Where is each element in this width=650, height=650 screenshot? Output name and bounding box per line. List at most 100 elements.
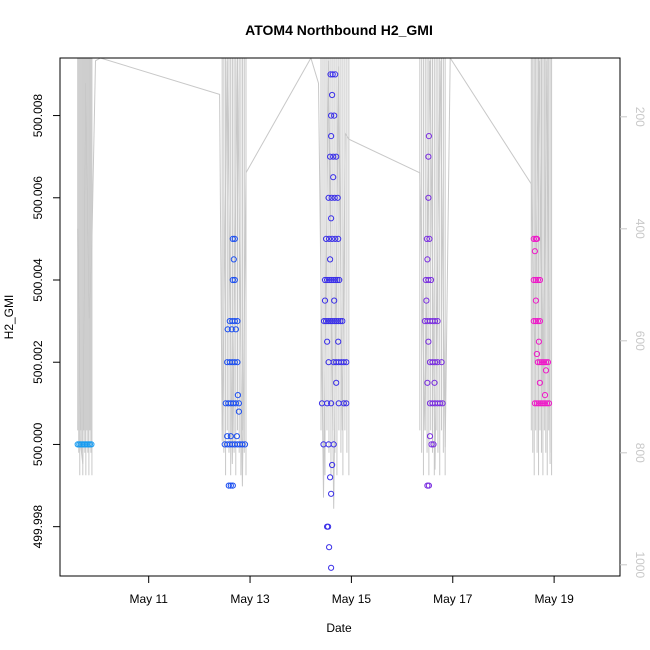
data-point xyxy=(530,276,537,284)
data-point xyxy=(229,276,236,284)
data-point xyxy=(340,359,347,366)
data-point xyxy=(88,441,95,448)
data-point xyxy=(333,379,340,386)
data-point xyxy=(328,133,335,140)
data-point xyxy=(425,482,432,489)
data-point xyxy=(544,359,552,366)
data-point xyxy=(423,235,430,242)
data-point xyxy=(425,276,432,284)
data-point xyxy=(534,318,542,325)
data-point xyxy=(439,400,446,407)
data-point xyxy=(331,194,338,201)
data-point xyxy=(227,433,234,440)
data-point xyxy=(530,235,537,242)
data-point xyxy=(321,276,329,284)
data-point xyxy=(532,318,540,325)
data-point xyxy=(542,367,550,374)
data-point xyxy=(229,235,236,242)
data-point xyxy=(335,318,342,325)
x-axis: May 11 May 13 May 15 May 17 May 19 xyxy=(129,575,574,606)
data-point xyxy=(536,276,544,284)
right-tick-label: 1000 xyxy=(633,551,647,578)
data-point xyxy=(330,153,337,160)
data-point xyxy=(323,235,330,242)
data-point xyxy=(231,235,238,242)
data-point xyxy=(227,482,234,489)
data-point xyxy=(539,400,547,407)
data-point xyxy=(324,276,331,284)
data-point xyxy=(427,276,435,284)
data-point xyxy=(343,359,350,366)
data-point xyxy=(241,441,249,448)
data-point xyxy=(331,112,338,119)
data-points-layer xyxy=(74,71,553,571)
data-point xyxy=(535,400,543,407)
data-point xyxy=(326,276,333,284)
data-point xyxy=(328,276,335,284)
data-point xyxy=(542,359,550,366)
data-point xyxy=(327,153,334,160)
data-point xyxy=(329,71,336,78)
data-point xyxy=(533,350,541,358)
data-point xyxy=(431,379,438,386)
y-axis-label: H2_GMI xyxy=(2,295,16,340)
data-point xyxy=(334,194,341,201)
data-point xyxy=(231,359,238,366)
data-point xyxy=(337,318,344,325)
right-tick-label: 200 xyxy=(633,107,647,127)
chart-title: ATOM4 Northbound H2_GMI xyxy=(245,22,433,38)
data-point xyxy=(327,71,334,78)
data-point xyxy=(430,441,437,448)
data-point xyxy=(423,297,430,304)
x-tick-label: May 11 xyxy=(129,592,168,606)
data-point xyxy=(327,318,334,325)
data-point xyxy=(536,318,544,325)
data-point xyxy=(332,235,339,242)
right-axis: 200 400 600 800 1000 xyxy=(620,107,647,578)
right-tick-label: 600 xyxy=(633,331,647,351)
data-point xyxy=(325,523,332,530)
data-point xyxy=(328,194,335,201)
data-point xyxy=(536,359,544,366)
data-point xyxy=(327,474,334,481)
data-point xyxy=(329,461,336,469)
data-point xyxy=(320,318,328,325)
data-point xyxy=(543,400,551,407)
data-point xyxy=(330,441,337,448)
data-point xyxy=(428,441,435,448)
data-point xyxy=(334,276,341,284)
data-point xyxy=(321,297,329,304)
data-point xyxy=(325,194,332,201)
data-point xyxy=(340,400,347,407)
data-point xyxy=(228,326,235,333)
data-point xyxy=(531,248,539,255)
y-tick-label: 500.002 xyxy=(31,340,45,384)
data-point xyxy=(431,318,439,325)
data-point xyxy=(425,133,432,140)
y-tick-label: 500.008 xyxy=(31,94,45,138)
data-point xyxy=(537,400,545,407)
data-point xyxy=(540,359,548,366)
data-point xyxy=(235,400,242,407)
data-point xyxy=(333,153,340,160)
x-tick-label: May 19 xyxy=(534,592,574,606)
data-point xyxy=(225,482,232,489)
data-point xyxy=(335,235,342,242)
data-point xyxy=(328,112,335,119)
data-point xyxy=(541,400,549,407)
data-point xyxy=(333,318,340,325)
data-point xyxy=(545,400,553,407)
data-point xyxy=(533,235,541,242)
data-point xyxy=(425,194,432,201)
data-point xyxy=(323,318,330,325)
x-tick-label: May 13 xyxy=(230,592,270,606)
data-point xyxy=(328,490,335,497)
data-point xyxy=(231,318,238,325)
data-point xyxy=(533,400,541,407)
data-point xyxy=(434,318,441,325)
data-point xyxy=(232,400,239,407)
data-point xyxy=(336,276,343,284)
data-point xyxy=(234,392,241,399)
data-point xyxy=(343,400,350,407)
